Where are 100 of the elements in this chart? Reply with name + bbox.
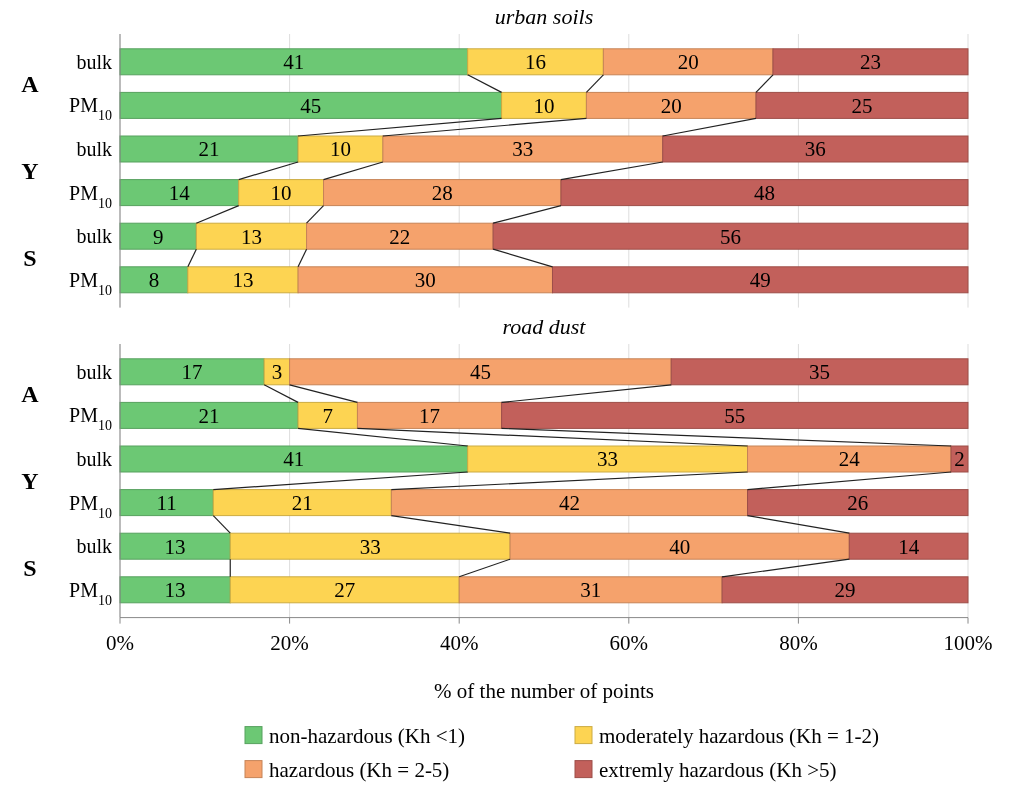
bar [509,532,850,560]
bar [119,266,189,294]
bar [229,576,460,604]
data-label: 28 [431,180,453,205]
bar [187,266,299,294]
data-label: 16 [525,50,547,75]
bar [119,358,265,386]
data-label: 10 [270,180,292,205]
data-label: 21 [198,137,220,162]
x-tick-label: 20% [270,630,309,655]
legend-label: moderately hazardous (Kh = 1-2) [599,723,880,748]
bar [662,135,969,163]
data-label: 33 [597,447,619,472]
data-label: 45 [469,360,491,385]
data-label: 14 [168,180,191,205]
data-label: 33 [512,137,534,162]
bar [467,445,749,473]
bar [119,135,299,163]
data-label: 49 [749,268,771,293]
legend-label: hazardous (Kh = 2-5) [269,757,450,782]
bar [306,222,494,250]
bar [755,91,969,119]
data-label: 14 [898,534,920,559]
bar [390,489,749,517]
bar [356,401,503,429]
data-label: 48 [753,180,775,205]
bar [602,48,774,76]
bar [501,401,969,429]
y-tick-label: PM$_{10}$ [69,94,112,123]
bar [492,222,969,250]
y-tick-label: bulk [76,50,112,73]
data-label: 45 [300,93,322,118]
data-label: 29 [834,578,856,603]
bar [195,222,308,250]
data-label: 35 [809,360,831,385]
text: Y [21,468,39,495]
data-label: 27 [334,578,356,603]
data-label: 7 [322,403,334,428]
legend-label: extremly hazardous (Kh >5) [599,757,837,782]
data-label: 2 [954,447,965,472]
data-label: 13 [164,534,186,559]
x-tick-label: 0% [106,630,134,655]
chart-title: urban soils [494,4,594,29]
bar [560,179,969,207]
data-label: 36 [804,137,826,162]
x-tick-label: 40% [439,630,479,655]
text: S [23,555,37,582]
bar [238,179,325,207]
data-label: 11 [156,490,177,515]
y-tick-label: PM$_{10}$ [69,268,112,298]
y-tick-label: bulk [76,448,112,470]
data-label: 20 [660,93,682,118]
data-label: 17 [419,403,441,428]
bar [229,532,511,560]
x-axis-title: % of the number of points [434,678,654,703]
data-label: 41 [283,447,305,472]
y-tick-label: PM$_{10}$ [69,181,112,211]
data-label: 30 [414,268,436,293]
bar [467,48,604,76]
text: A [21,381,40,407]
legend-label: non-hazardous (Kh <1) [269,723,466,748]
data-label: 13 [232,268,254,293]
bar [297,401,358,429]
bar [721,576,969,604]
data-label: 25 [851,93,873,118]
y-tick-label: bulk [76,138,112,160]
chart-title: road dust [502,314,587,339]
data-label: 31 [580,578,602,603]
bar [458,576,723,604]
data-label: 40 [669,534,691,559]
bar [119,48,469,76]
bar [119,222,197,250]
data-label: 21 [291,490,313,515]
bar [289,358,672,386]
data-label: 13 [164,578,186,603]
bar [323,179,562,207]
data-label: 10 [533,93,555,118]
x-tick-label: 60% [609,630,649,655]
data-label: 8 [148,268,160,293]
data-label: 33 [359,534,381,559]
data-label: 20 [677,50,699,75]
y-tick-label: PM$_{10}$ [69,491,112,521]
bar [119,179,240,207]
data-label: 26 [847,490,869,515]
bar [585,91,757,119]
data-label: 24 [838,447,861,472]
bar [501,91,587,119]
bar [119,576,231,604]
bar [747,445,952,473]
bar [297,135,384,163]
bar [297,266,553,294]
bar [551,266,969,294]
text: A [21,71,40,97]
bar [670,358,969,386]
data-label: 23 [859,50,881,75]
bar [382,135,664,163]
y-tick-label: PM$_{10}$ [69,404,112,433]
data-label: 42 [558,490,580,515]
data-label: 56 [720,224,742,249]
data-label: 10 [329,137,351,162]
